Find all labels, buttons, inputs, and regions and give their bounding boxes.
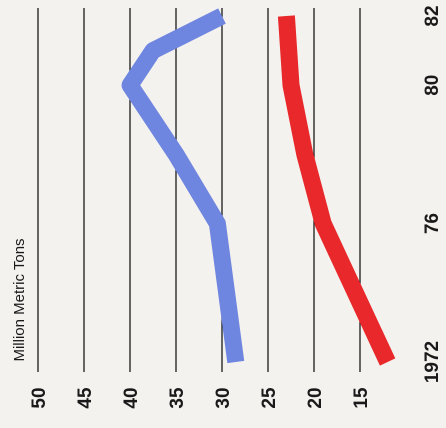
value-tick-30: 30 [213,387,234,408]
value-tick-25: 25 [259,387,280,409]
value-tick-labels: 50 45 40 35 30 25 20 15 [29,387,372,409]
gridlines [37,8,361,372]
series-layer [121,8,396,366]
value-axis-title: Million Metric Tons [11,238,28,361]
year-tick-1972: 1972 [422,341,443,383]
year-tick-76: 76 [422,213,443,234]
year-tick-82: 82 [422,5,443,26]
value-tick-20: 20 [305,387,326,408]
value-tick-35: 35 [167,387,188,409]
value-tick-15: 15 [351,387,372,409]
series-line-2 [277,15,396,366]
value-tick-50: 50 [29,387,50,408]
series-line-1 [121,8,245,364]
year-tick-80: 80 [422,75,443,96]
value-tick-45: 45 [75,387,96,409]
year-tick-labels: 1972 76 80 82 [422,5,443,383]
value-tick-40: 40 [121,387,142,408]
